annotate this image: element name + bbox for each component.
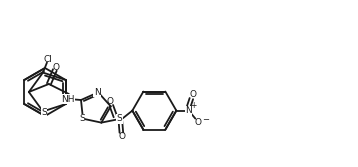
Text: O: O — [119, 132, 126, 141]
Text: S: S — [116, 114, 122, 123]
Text: N: N — [185, 106, 192, 115]
Text: O: O — [107, 97, 114, 106]
Text: +: + — [190, 101, 197, 110]
Text: O: O — [190, 90, 197, 99]
Text: NH: NH — [61, 95, 74, 104]
Text: O: O — [195, 118, 202, 127]
Text: S: S — [79, 114, 85, 123]
Text: N: N — [94, 88, 101, 97]
Text: −: − — [202, 115, 209, 124]
Text: S: S — [41, 108, 47, 117]
Text: Cl: Cl — [44, 55, 52, 64]
Text: O: O — [52, 62, 59, 71]
